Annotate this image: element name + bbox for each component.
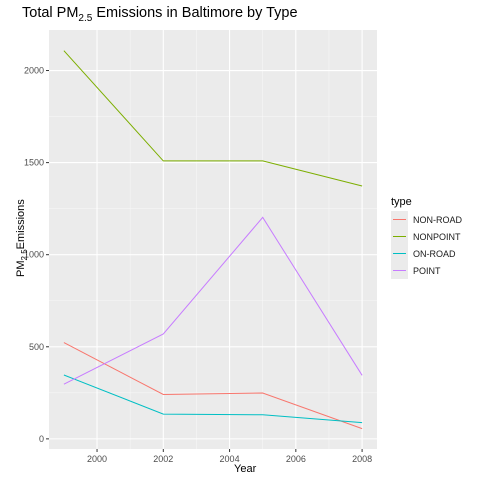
y-tick-label: 2000: [24, 66, 44, 76]
legend-label-point: POINT: [413, 265, 441, 276]
y-tick-label: 1500: [24, 158, 44, 168]
chart-title: Total PM2.5 Emissions in Baltimore by Ty…: [22, 5, 298, 24]
x-tick-label: 2006: [286, 454, 306, 464]
legend-label-non-road: NON-ROAD: [413, 214, 462, 225]
legend-label-nonpoint: NONPOINT: [413, 231, 461, 242]
x-axis-label: Year: [234, 463, 257, 475]
axis-ticks: 0 500 1000 1500 2000 2000 2002 2004 2006 2008: [24, 66, 372, 464]
legend-key-non-road: [391, 211, 408, 228]
legend-item-non-road: NON-ROAD: [391, 211, 462, 228]
y-tick-label: 500: [29, 342, 44, 352]
series-line-non-road: [63, 342, 363, 430]
x-tick-label: 2008: [352, 454, 372, 464]
legend-key-point: [391, 262, 408, 279]
x-tick-label: 2002: [153, 454, 173, 464]
y-tick-label: 0: [39, 434, 44, 444]
legend-item-point: POINT: [391, 262, 462, 279]
series-line-on-road: [63, 374, 363, 424]
y-axis-label: PM2.5Emissions: [14, 199, 30, 277]
x-tick-label: 2000: [87, 454, 107, 464]
legend-label-on-road: ON-ROAD: [413, 248, 456, 259]
legend: type NON-ROAD NONPOINT ON-ROAD POINT: [391, 196, 462, 279]
x-tick-label: 2004: [220, 454, 240, 464]
legend-item-on-road: ON-ROAD: [391, 245, 462, 262]
y-tick-label: 1000: [24, 250, 44, 260]
series-line-point: [63, 216, 363, 385]
legend-key-on-road: [391, 245, 408, 262]
legend-item-nonpoint: NONPOINT: [391, 228, 462, 245]
grid-lines: [49, 30, 377, 449]
plot-panel: [49, 30, 377, 449]
series-line-nonpoint: [63, 50, 363, 187]
legend-key-nonpoint: [391, 228, 408, 245]
series-lines: [63, 50, 363, 430]
legend-title: type: [391, 196, 412, 208]
